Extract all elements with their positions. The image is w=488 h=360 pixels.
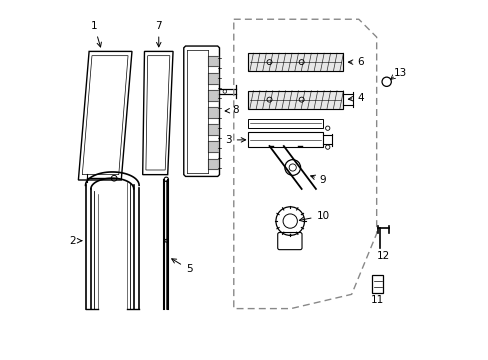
Circle shape [275, 207, 304, 235]
Text: 10: 10 [299, 211, 329, 222]
Text: 1: 1 [91, 21, 101, 47]
Text: 6: 6 [347, 57, 363, 67]
Text: 8: 8 [224, 105, 239, 115]
Text: 2: 2 [69, 236, 81, 246]
Text: 7: 7 [155, 21, 162, 47]
Text: 12: 12 [376, 251, 389, 261]
Text: 11: 11 [370, 296, 384, 305]
Text: 4: 4 [347, 93, 363, 103]
Text: 9: 9 [310, 175, 325, 185]
Text: 3: 3 [224, 135, 245, 145]
Text: 5: 5 [171, 259, 192, 274]
Circle shape [285, 159, 300, 175]
Text: 13: 13 [393, 68, 406, 78]
